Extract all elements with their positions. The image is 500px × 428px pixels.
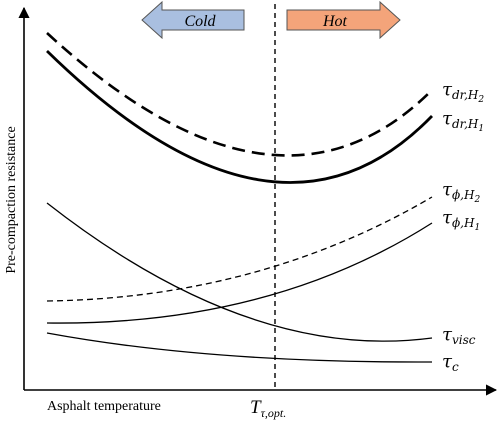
label-tau-phi-h2: τϕ,H2 [442,179,480,205]
curve-tau-c [46,332,433,363]
curve-tau-phi-h1 [46,222,433,324]
curve-tau-visc [46,202,433,342]
hot-label: Hot [322,13,348,30]
y-axis-label: Pre-compaction resistance [4,126,19,273]
label-tau-c: τc [442,351,459,374]
curve-tau-dr-h2 [46,32,433,157]
cold-label: Cold [184,13,216,30]
cold-arrow [141,0,245,40]
optimum-symbol: T [250,397,262,418]
x-axis-label: Asphalt temperature [47,399,161,414]
curve-tau-phi-h2 [46,196,433,302]
label-tau-dr-h2: τdr,H2 [442,79,484,105]
label-tau-dr-h1: τdr,H1 [442,108,484,134]
label-tau-phi-h1: τϕ,H1 [442,207,480,233]
curve-tau-dr-h1 [46,49,434,184]
optimum-subscript: τ,opt. [261,406,287,420]
optimum-temperature-label: Tτ,opt. [250,397,286,420]
label-tau-visc: τvisc [442,324,476,347]
hot-arrow [286,0,401,40]
